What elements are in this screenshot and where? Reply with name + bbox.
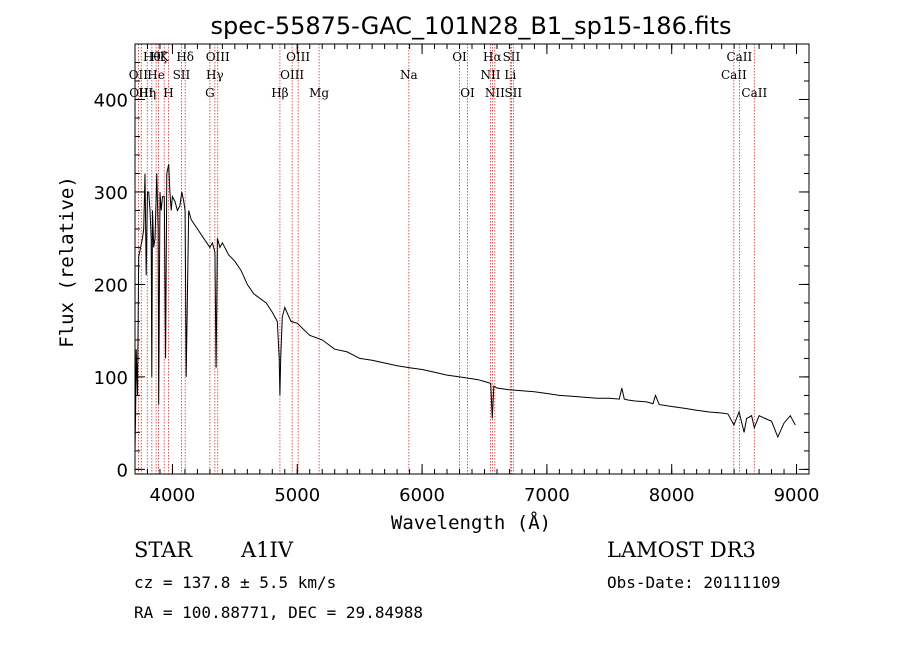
line-label-11: Hγ: [206, 68, 224, 82]
line-label-10: G: [205, 86, 215, 100]
survey-name: LAMOST DR3: [607, 538, 756, 562]
x-axis-ticks: 4000 5000 6000 7000 8000 9000: [134, 44, 820, 506]
line-label-27: CaII: [726, 50, 752, 64]
line-label-21: Hα: [483, 50, 502, 64]
line-label-2: Hη: [138, 86, 156, 100]
x-tick-label-7000: 7000: [524, 485, 570, 506]
object-subclass: A1IV: [241, 538, 293, 562]
x-tick-label-5000: 5000: [274, 485, 320, 506]
y-tick-label-0: 0: [117, 460, 128, 481]
x-tick-label-9000: 9000: [774, 485, 820, 506]
y-axis-label: Flux (relative): [56, 176, 78, 348]
line-label-8: SII: [173, 68, 191, 82]
line-label-16: Mg: [309, 86, 329, 100]
line-label-9: Hδ: [176, 50, 194, 64]
line-label-0: OII: [129, 68, 149, 82]
line-label-4: He: [147, 68, 165, 82]
line-label-12: OIII: [206, 50, 230, 64]
x-tick-label-8000: 8000: [649, 485, 695, 506]
line-label-14: OIII: [280, 68, 304, 82]
observation-date: Obs-Date: 20111109: [607, 573, 781, 592]
line-label-18: OI: [452, 50, 467, 64]
line-label-5: Hζ: [150, 50, 167, 64]
y-tick-label-100: 100: [94, 368, 128, 389]
line-label-19: OI: [460, 86, 475, 100]
spectrum-series: [134, 164, 796, 451]
redshift-velocity: cz = 137.8 ± 5.5 km/s: [134, 573, 337, 592]
spectrum-line: [134, 164, 796, 451]
line-label-22: NII: [485, 86, 505, 100]
line-label-17: Na: [400, 68, 418, 82]
x-axis-label: Wavelength (Å): [391, 511, 551, 534]
line-label-7: H: [163, 86, 173, 100]
line-label-28: CaII: [741, 86, 767, 100]
line-label-15: OIII: [286, 50, 310, 64]
y-tick-label-300: 300: [94, 183, 128, 204]
y-axis-ticks: 0 100 200 300 400: [94, 43, 809, 481]
line-label-23: Li: [504, 68, 516, 82]
plot-frame: [134, 43, 810, 475]
chart-title: spec-55875-GAC_101N28_B1_sp15-186.fits: [210, 12, 731, 40]
line-label-6: K: [160, 50, 170, 64]
line-label-25: SII: [504, 86, 522, 100]
sky-coordinates: RA = 100.88771, DEC = 29.84988: [134, 603, 423, 622]
object-class: STAR: [134, 538, 193, 562]
line-label-26: CaII: [721, 68, 747, 82]
y-tick-label-400: 400: [94, 90, 128, 111]
x-tick-label-4000: 4000: [150, 485, 196, 506]
y-tick-label-200: 200: [94, 275, 128, 296]
line-label-24: SII: [503, 50, 521, 64]
spectral-line-markers: OIIOIIIHηHθHeHζKHSIIHδGHγOIIIHβOIIIOIIIM…: [129, 44, 767, 474]
line-label-13: Hβ: [271, 86, 288, 100]
x-tick-label-6000: 6000: [399, 485, 445, 506]
line-label-20: NII: [480, 68, 500, 82]
